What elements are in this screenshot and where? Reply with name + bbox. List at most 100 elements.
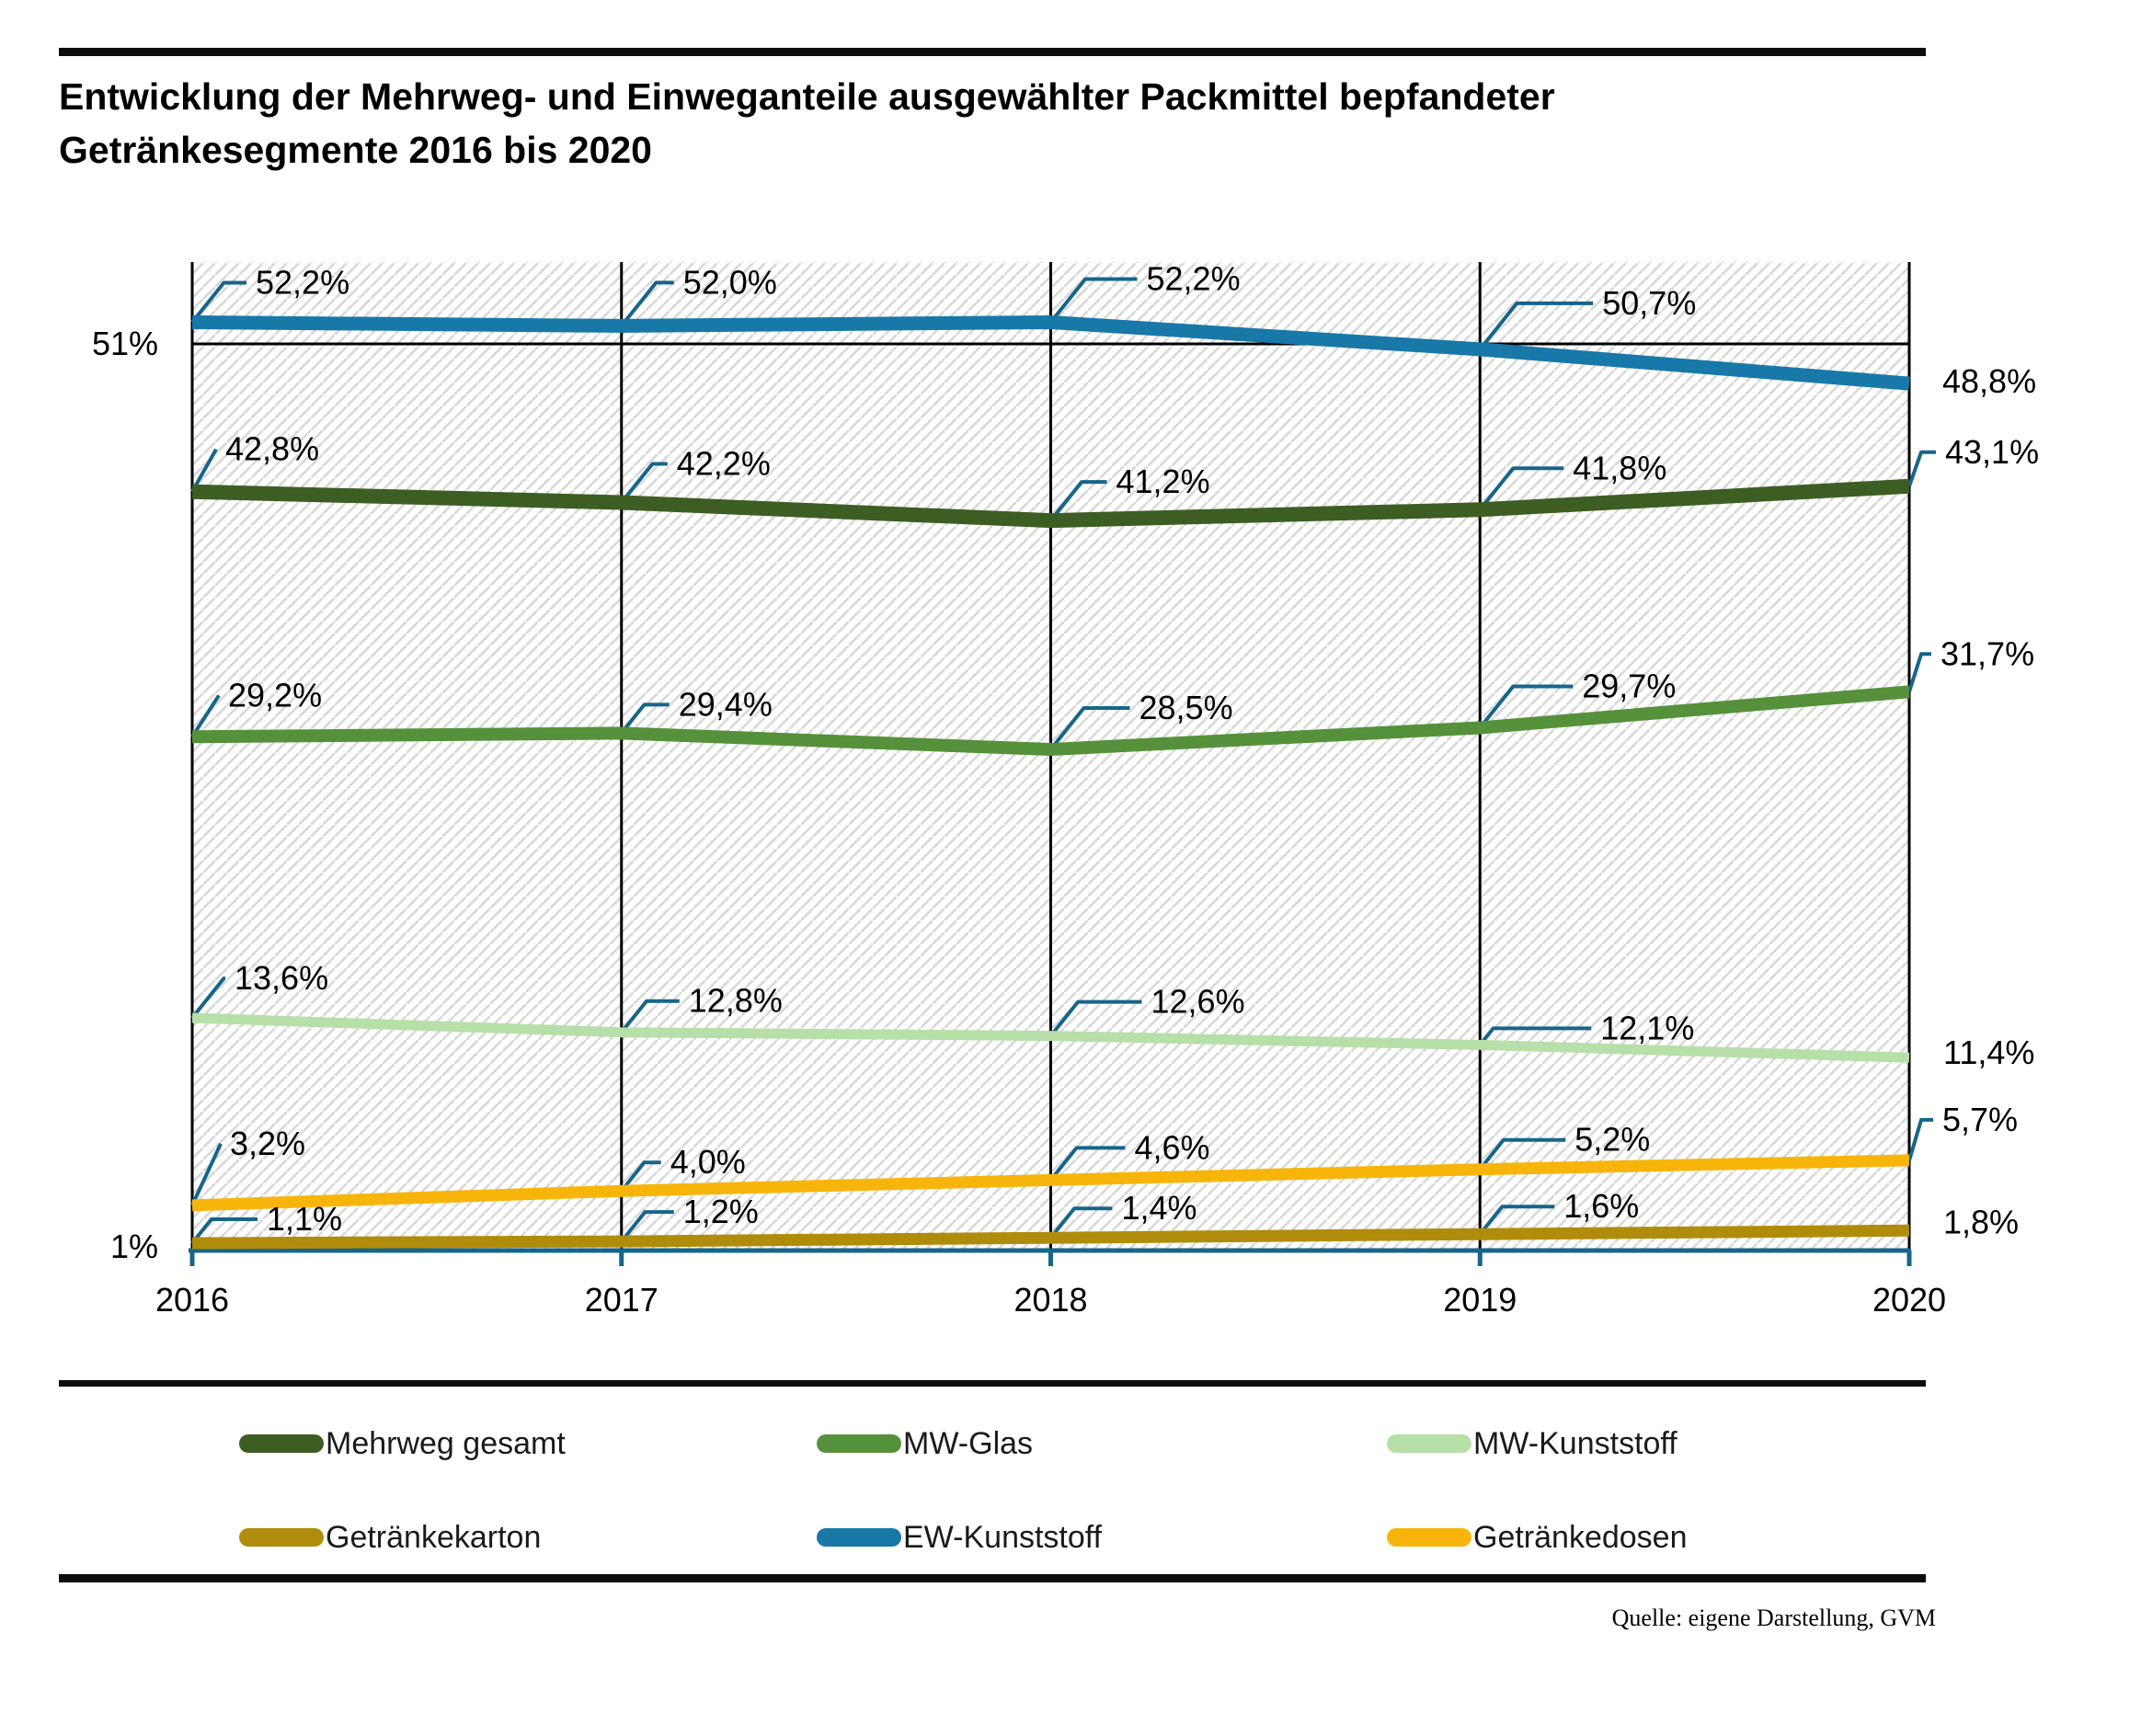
y-axis-label-1: 1% <box>109 1228 158 1265</box>
legend-swatch-MW-Glas <box>817 1434 901 1453</box>
data-label-Getränkekarton-2016: 1,1% <box>267 1200 342 1238</box>
legend-label-Mehrweg gesamt: Mehrweg gesamt <box>326 1425 566 1461</box>
x-tick-label-2020: 2020 <box>1872 1281 1946 1319</box>
leader-line-Getränkedosen-2016 <box>190 1143 223 1206</box>
legend-label-Getränkekarton: Getränkekarton <box>326 1519 542 1555</box>
leader-line-Getränkekarton-2018 <box>1048 1206 1113 1239</box>
chart-title: Entwicklung der Mehrweg- und Einwegantei… <box>59 70 1990 177</box>
data-label-MW-Kunststoff-2017: 12,8% <box>689 982 783 1020</box>
leader-line-Getränkedosen-2017 <box>620 1160 661 1193</box>
data-label-MW-Glas-2018: 28,5% <box>1139 689 1233 726</box>
data-label-MW-Glas-2017: 29,4% <box>679 685 773 723</box>
legend-label-Getränkedosen: Getränkedosen <box>1473 1519 1688 1555</box>
data-label-Getränkekarton-2017: 1,2% <box>683 1193 759 1230</box>
leader-line-Mehrweg gesamt-2017 <box>620 462 668 504</box>
leader-line-MW-Kunststoff-2017 <box>620 999 680 1034</box>
leader-line-MW-Glas-2020 <box>1907 652 1931 692</box>
label-leader-lines <box>190 277 1936 1245</box>
leader-line-Getränkekarton-2019 <box>1478 1205 1555 1236</box>
leader-line-MW-Glas-2017 <box>620 702 670 735</box>
x-axis-year-labels: 2016 2017 2018 2019 2020 <box>155 1281 1946 1319</box>
series-line-Mehrweg gesamt <box>191 478 1910 529</box>
data-label-MW-Kunststoff-2020: 11,4% <box>1943 1034 2034 1071</box>
leader-line-MW-Glas-2016 <box>190 694 221 738</box>
leader-line-Getränkedosen-2018 <box>1048 1146 1126 1182</box>
leader-line-MW-Glas-2019 <box>1478 684 1574 729</box>
legend-item-MW-Glas: MW-Glas <box>817 1422 1033 1466</box>
legend-swatch-EW-Kunststoff <box>817 1528 901 1547</box>
gridlines <box>190 262 1911 1251</box>
legend-swatch-MW-Kunststoff <box>1387 1434 1471 1453</box>
leader-line-MW-Kunststoff-2019 <box>1478 1026 1592 1046</box>
data-label-Getränkekarton-2020: 1,8% <box>1943 1203 2019 1240</box>
leader-line-Mehrweg gesamt-2018 <box>1048 480 1107 522</box>
leader-line-EW-Kunststoff-2017 <box>620 280 674 327</box>
leader-line-MW-Glas-2018 <box>1048 706 1130 751</box>
x-tick-label-2018: 2018 <box>1013 1281 1087 1319</box>
data-label-EW-Kunststoff-2017: 52,0% <box>683 263 777 301</box>
data-label-Mehrweg gesamt-2018: 41,2% <box>1116 463 1210 500</box>
leader-line-EW-Kunststoff-2018 <box>1048 277 1138 324</box>
data-label-Getränkedosen-2017: 4,0% <box>670 1143 746 1181</box>
series-line-Getränkekarton <box>191 1224 1910 1250</box>
x-axis <box>189 1248 1912 1266</box>
data-label-Getränkedosen-2019: 5,2% <box>1574 1121 1650 1159</box>
data-labels: 42,8% 42,2% 41,2% 41,8% 43,1% 29,2% 29,4% 28,5%… <box>225 260 2039 1241</box>
legend-label-MW-Glas: MW-Glas <box>903 1425 1034 1461</box>
data-label-Mehrweg gesamt-2019: 41,8% <box>1573 449 1666 486</box>
data-label-Mehrweg gesamt-2016: 42,8% <box>225 430 319 468</box>
leader-line-MW-Kunststoff-2018 <box>1048 999 1142 1037</box>
legend-item-Mehrweg gesamt: Mehrweg gesamt <box>239 1422 566 1466</box>
x-tick-label-2019: 2019 <box>1443 1281 1517 1319</box>
data-label-MW-Kunststoff-2016: 13,6% <box>235 959 328 997</box>
series-line-Getränkedosen <box>191 1154 1910 1212</box>
data-label-Mehrweg gesamt-2017: 42,2% <box>677 445 771 483</box>
data-label-EW-Kunststoff-2018: 52,2% <box>1147 260 1241 298</box>
legend-separator-rule <box>59 1380 1926 1387</box>
data-label-MW-Glas-2019: 29,7% <box>1582 668 1676 705</box>
chart-title-line2: Getränkesegmente 2016 bis 2020 <box>59 129 652 171</box>
series-line-MW-Kunststoff <box>191 1012 1910 1063</box>
legend-swatch-Getränkekarton <box>239 1528 324 1547</box>
legend-label-MW-Kunststoff: MW-Kunststoff <box>1473 1425 1677 1461</box>
leader-line-Getränkedosen-2020 <box>1907 1117 1933 1161</box>
series-line-MW-Glas <box>191 685 1910 756</box>
data-label-MW-Glas-2016: 29,2% <box>228 676 322 714</box>
data-label-EW-Kunststoff-2019: 50,7% <box>1602 284 1696 322</box>
data-label-MW-Glas-2020: 31,7% <box>1941 634 2034 672</box>
leader-line-Mehrweg gesamt-2020 <box>1907 450 1936 487</box>
legend-item-MW-Kunststoff: MW-Kunststoff <box>1387 1422 1677 1466</box>
legend-item-Getränkekarton: Getränkekarton <box>239 1515 541 1559</box>
leader-line-EW-Kunststoff-2019 <box>1478 301 1594 351</box>
leader-line-Getränkedosen-2019 <box>1478 1137 1566 1171</box>
leader-line-Mehrweg gesamt-2019 <box>1478 466 1564 511</box>
data-label-Getränkedosen-2018: 4,6% <box>1135 1128 1210 1166</box>
data-label-Getränkedosen-2016: 3,2% <box>230 1125 305 1162</box>
top-rule <box>59 48 1926 56</box>
data-label-MW-Kunststoff-2019: 12,1% <box>1600 1009 1694 1046</box>
leader-line-EW-Kunststoff-2016 <box>190 280 246 324</box>
x-tick-label-2017: 2017 <box>585 1281 658 1319</box>
data-label-MW-Kunststoff-2018: 12,6% <box>1151 983 1245 1021</box>
leader-line-Getränkekarton-2017 <box>620 1210 674 1243</box>
data-label-Getränkedosen-2020: 5,7% <box>1942 1101 2018 1138</box>
legend-swatch-Getränkedosen <box>1387 1528 1471 1547</box>
x-tick-label-2016: 2016 <box>155 1281 229 1319</box>
data-label-EW-Kunststoff-2016: 52,2% <box>256 264 349 302</box>
legend-swatch-Mehrweg gesamt <box>239 1434 324 1453</box>
data-label-EW-Kunststoff-2020: 48,8% <box>1942 362 2036 400</box>
chart-title-line1: Entwicklung der Mehrweg- und Einwegantei… <box>59 75 1555 118</box>
series-line-EW-Kunststoff <box>191 315 1910 391</box>
legend-label-EW-Kunststoff: EW-Kunststoff <box>903 1519 1103 1555</box>
data-label-Mehrweg gesamt-2020: 43,1% <box>1945 433 2039 471</box>
data-label-Getränkekarton-2018: 1,4% <box>1122 1189 1197 1227</box>
legend-item-EW-Kunststoff: EW-Kunststoff <box>817 1515 1102 1559</box>
bottom-rule <box>59 1574 1926 1582</box>
data-label-Getränkekarton-2019: 1,6% <box>1563 1187 1639 1225</box>
y-axis-label-51: 51% <box>91 325 158 362</box>
leader-line-Getränkekarton-2016 <box>190 1217 258 1245</box>
leader-line-MW-Kunststoff-2016 <box>190 976 226 1020</box>
legend-item-Getränkedosen: Getränkedosen <box>1387 1515 1688 1559</box>
